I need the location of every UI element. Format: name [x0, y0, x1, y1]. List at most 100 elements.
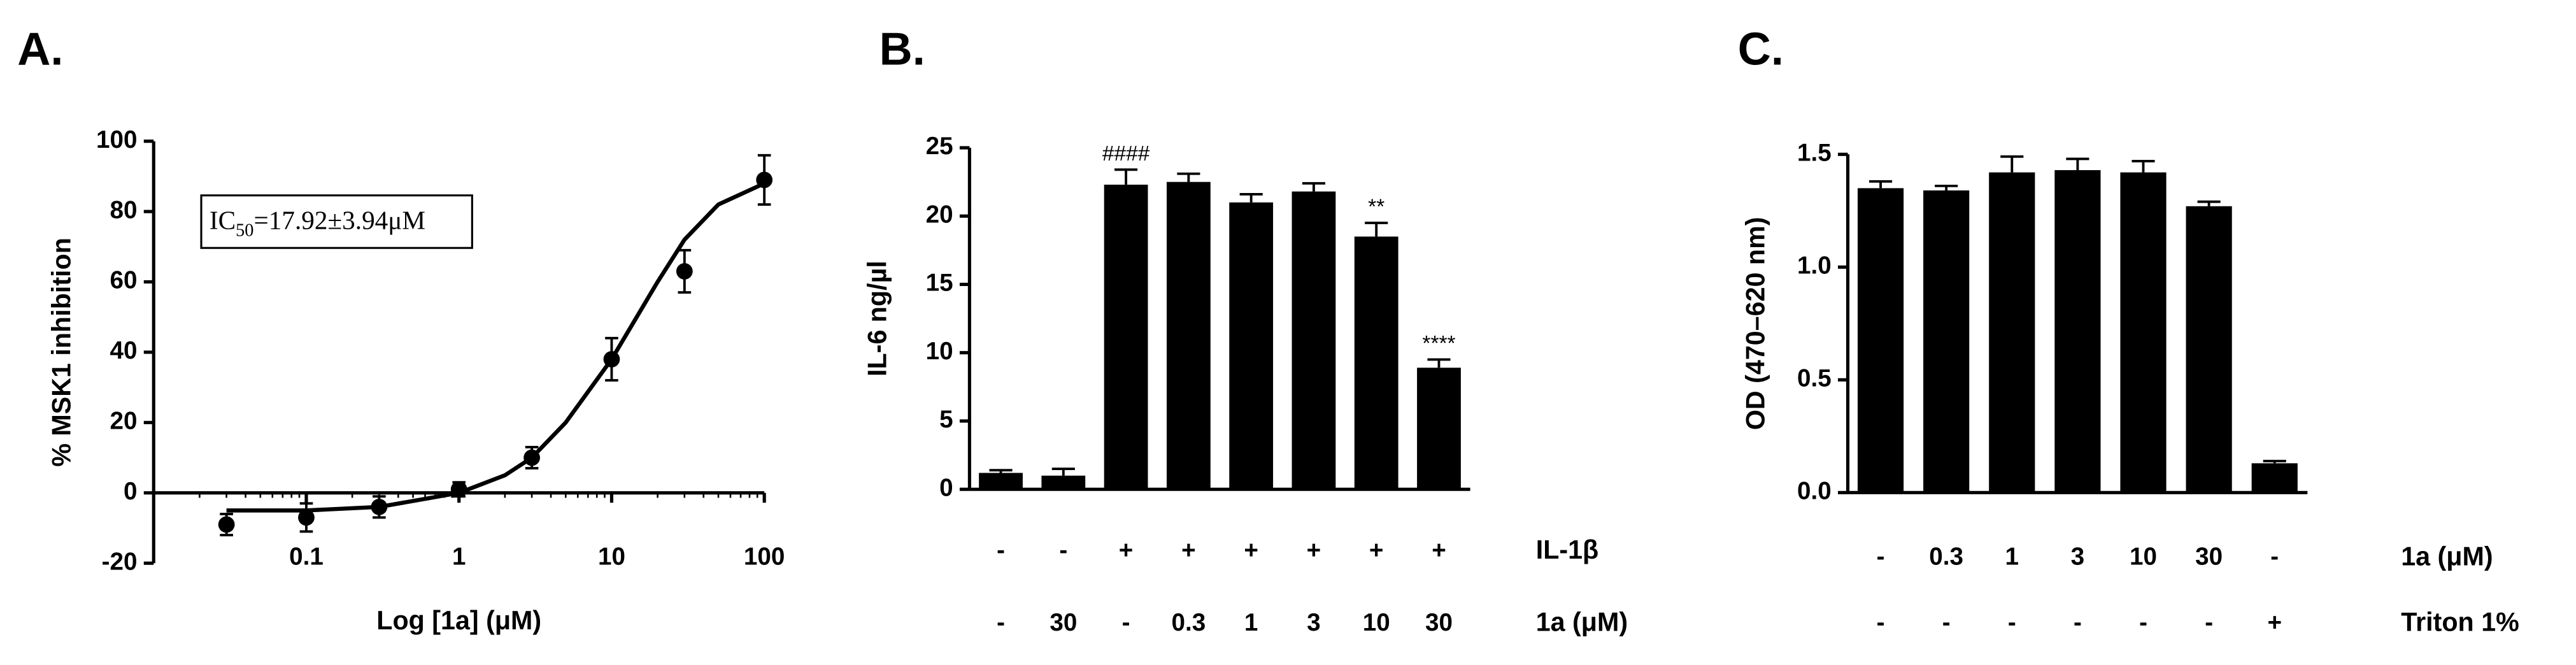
y-tick-label: 0 [124, 478, 138, 505]
condition-cell: 1 [1244, 609, 1258, 636]
condition-label: 1a (μM) [2401, 541, 2493, 571]
y-tick-label: 1.5 [1797, 139, 1832, 167]
y-tick-label: 60 [110, 267, 137, 294]
significance-label: ** [1368, 196, 1384, 219]
condition-cell: + [1119, 536, 1134, 564]
bar [1041, 475, 1086, 490]
bar [2120, 172, 2167, 493]
significance-label: #### [1102, 142, 1150, 166]
y-axis-label: % MSK1 inhibition [46, 238, 76, 467]
error-bar [1302, 182, 1325, 192]
condition-cell: 30 [2195, 543, 2223, 571]
bar [1417, 368, 1461, 490]
y-tick-label: 100 [96, 126, 138, 154]
error-bar [2131, 159, 2155, 173]
fit-curve [226, 182, 765, 513]
y-tick-label: 20 [926, 201, 953, 228]
condition-cell: 30 [1050, 609, 1077, 636]
error-bar [989, 469, 1013, 473]
condition-label: 1a (μM) [1536, 607, 1628, 636]
condition-cell: + [1181, 536, 1196, 564]
bar [1923, 190, 1970, 493]
condition-cell: - [2270, 543, 2279, 571]
annotation-part: 50 [236, 220, 253, 240]
y-tick-label: 25 [926, 132, 953, 160]
y-tick-label: 10 [926, 338, 953, 365]
condition-cell: - [2205, 609, 2213, 636]
error-bar [2066, 157, 2089, 171]
y-axis-label: IL-6 ng/µl [863, 261, 892, 376]
condition-cell: - [1059, 536, 1067, 564]
y-axis-label: OD (470–620 nm) [1741, 217, 1770, 431]
condition-cell: 0.3 [1172, 609, 1206, 636]
condition-label: Triton 1% [2401, 607, 2519, 636]
condition-cell: 10 [1363, 609, 1390, 636]
error-bar [2263, 459, 2286, 464]
error-bar [1051, 468, 1075, 476]
data-point [218, 516, 235, 533]
condition-cell: - [2139, 609, 2147, 636]
condition-cell: - [997, 536, 1005, 564]
data-point [371, 498, 388, 515]
condition-cell: 30 [1425, 609, 1453, 636]
data-point [450, 481, 467, 498]
condition-cell: + [1432, 536, 1446, 564]
error-bar [1177, 172, 1200, 182]
y-tick-label: 15 [926, 269, 953, 297]
condition-cell: - [2074, 609, 2082, 636]
condition-cell: - [2008, 609, 2016, 636]
y-tick-label: -20 [102, 548, 138, 575]
panel-label: B. [879, 24, 925, 75]
condition-cell: + [1244, 536, 1258, 564]
x-tick-label: 100 [744, 543, 785, 571]
bar [979, 473, 1023, 490]
x-axis-label: Log [1a] (μM) [376, 606, 541, 635]
condition-cell: + [2267, 609, 2282, 636]
bar [1229, 202, 1274, 490]
bar [1857, 188, 1904, 493]
x-tick-label: 10 [598, 543, 625, 571]
y-tick-label: 5 [939, 406, 953, 433]
data-point [756, 171, 773, 189]
error-bar [1935, 184, 1958, 190]
bar [1354, 236, 1398, 490]
error-bar [1869, 180, 1893, 189]
significance-label: **** [1422, 332, 1455, 355]
condition-cell: - [1877, 609, 1885, 636]
bar [2186, 206, 2232, 493]
y-tick-label: 0.5 [1797, 365, 1832, 392]
bar [1292, 191, 1336, 490]
y-tick-label: 80 [110, 196, 137, 224]
x-tick-label: 1 [452, 543, 466, 571]
condition-cell: 0.3 [1929, 543, 1963, 571]
condition-cell: - [1942, 609, 1951, 636]
error-bar [1114, 168, 1138, 185]
panel-label: C. [1738, 24, 1784, 75]
condition-cell: - [1877, 543, 1885, 571]
condition-cell: 1 [2005, 543, 2019, 571]
y-tick-label: 40 [110, 337, 137, 364]
y-tick-label: 0.0 [1797, 478, 1832, 505]
condition-cell: 3 [2071, 543, 2085, 571]
data-point [676, 263, 693, 280]
error-bar [2000, 155, 2024, 173]
error-bar [1239, 192, 1263, 203]
condition-cell: + [1307, 536, 1321, 564]
annotation-part: IC [210, 206, 236, 235]
annotation-part: =17.92±3.94μM [253, 206, 425, 235]
bar [2054, 170, 2101, 493]
y-tick-label: 0 [939, 474, 953, 501]
data-point [298, 509, 315, 526]
bar [2251, 463, 2298, 493]
condition-cell: - [1122, 609, 1130, 636]
condition-cell: - [997, 609, 1005, 636]
condition-cell: 3 [1307, 609, 1321, 636]
bar [1989, 172, 2035, 493]
condition-cell: 10 [2130, 543, 2157, 571]
condition-label: IL-1β [1536, 535, 1598, 564]
data-point [603, 351, 620, 368]
error-bar [2197, 200, 2221, 206]
error-bar [1365, 222, 1388, 237]
